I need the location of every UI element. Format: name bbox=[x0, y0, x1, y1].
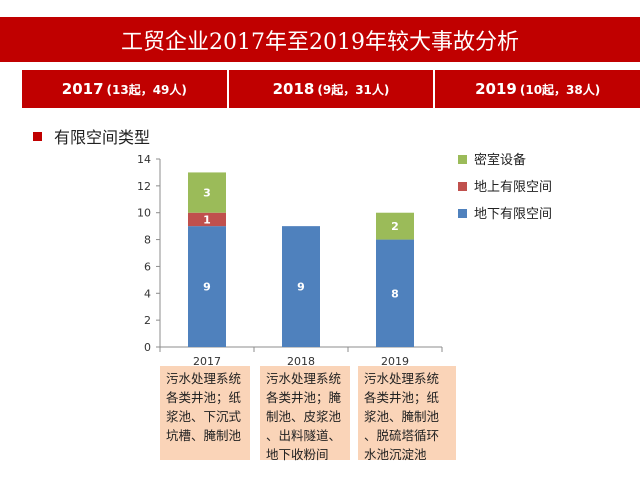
y-tick-label: 12 bbox=[137, 180, 151, 193]
bar-segment bbox=[282, 226, 320, 347]
y-tick-label: 2 bbox=[144, 314, 151, 327]
square-bullet-icon bbox=[33, 131, 42, 141]
x-tick-label: 2017 bbox=[193, 355, 221, 368]
y-tick-label: 4 bbox=[144, 287, 151, 300]
year-detail: (9起，31人) bbox=[317, 82, 390, 97]
y-tick-label: 10 bbox=[137, 207, 151, 220]
data-label: 9 bbox=[297, 281, 305, 294]
note-box-2017: 污水处理系统 各类井池；纸 浆池、下沉式 坑槽、腌制池 bbox=[160, 366, 250, 460]
y-tick-label: 6 bbox=[144, 260, 151, 273]
bar-segment bbox=[376, 239, 414, 347]
year-label: 2017 bbox=[61, 80, 104, 98]
year-label: 2019 bbox=[475, 80, 517, 98]
y-tick-label: 14 bbox=[137, 153, 151, 166]
legend-swatch bbox=[458, 155, 467, 164]
note-box-2018: 污水处理系统 各类井池；腌 制池、皮浆池 、出料隧道、 地下收粉间 bbox=[260, 366, 350, 462]
legend-swatch bbox=[458, 182, 467, 191]
year-detail: (10起，38人) bbox=[519, 82, 601, 97]
x-tick-label: 2018 bbox=[287, 355, 315, 368]
year-summary-bar: 2017 (13起，49人) 2018 (9起，31人) 2019 (10起，3… bbox=[22, 70, 640, 108]
year-cell-2017: 2017 (13起，49人) bbox=[22, 70, 229, 108]
bar-segment bbox=[188, 212, 226, 227]
x-tick-label: 2019 bbox=[381, 355, 409, 368]
year-cell-2019: 2019 (10起，38人) bbox=[435, 70, 640, 108]
legend-entry: 密室设备 bbox=[474, 152, 526, 168]
legend-swatch bbox=[458, 209, 467, 218]
note-box-2019: 污水处理系统 各类井池；纸 浆池、腌制池 、脱硫塔循环 水池沉淀池 bbox=[358, 366, 456, 462]
data-label: 2 bbox=[391, 220, 399, 233]
section-heading: 有限空间类型 bbox=[33, 124, 150, 148]
year-label: 2018 bbox=[272, 80, 315, 98]
bar-segment bbox=[376, 212, 414, 240]
data-label: 8 bbox=[391, 287, 399, 300]
legend-entry: 地上有限空间 bbox=[474, 180, 552, 195]
bar-segment bbox=[188, 172, 226, 213]
year-cell-2018: 2018 (9起，31人) bbox=[228, 70, 436, 108]
data-label: 9 bbox=[203, 281, 211, 294]
data-label: 1 bbox=[203, 213, 211, 226]
y-tick-label: 0 bbox=[144, 341, 151, 354]
data-label: 3 bbox=[203, 187, 211, 200]
page-title: 工贸企业2017年至2019年较大事故分析 bbox=[0, 17, 640, 62]
bar-segment bbox=[188, 226, 226, 347]
section-title: 有限空间类型 bbox=[54, 128, 151, 147]
year-detail: (13起，49人) bbox=[106, 82, 187, 97]
y-tick-label: 8 bbox=[144, 234, 151, 247]
legend-entry: 地下有限空间 bbox=[474, 207, 552, 222]
